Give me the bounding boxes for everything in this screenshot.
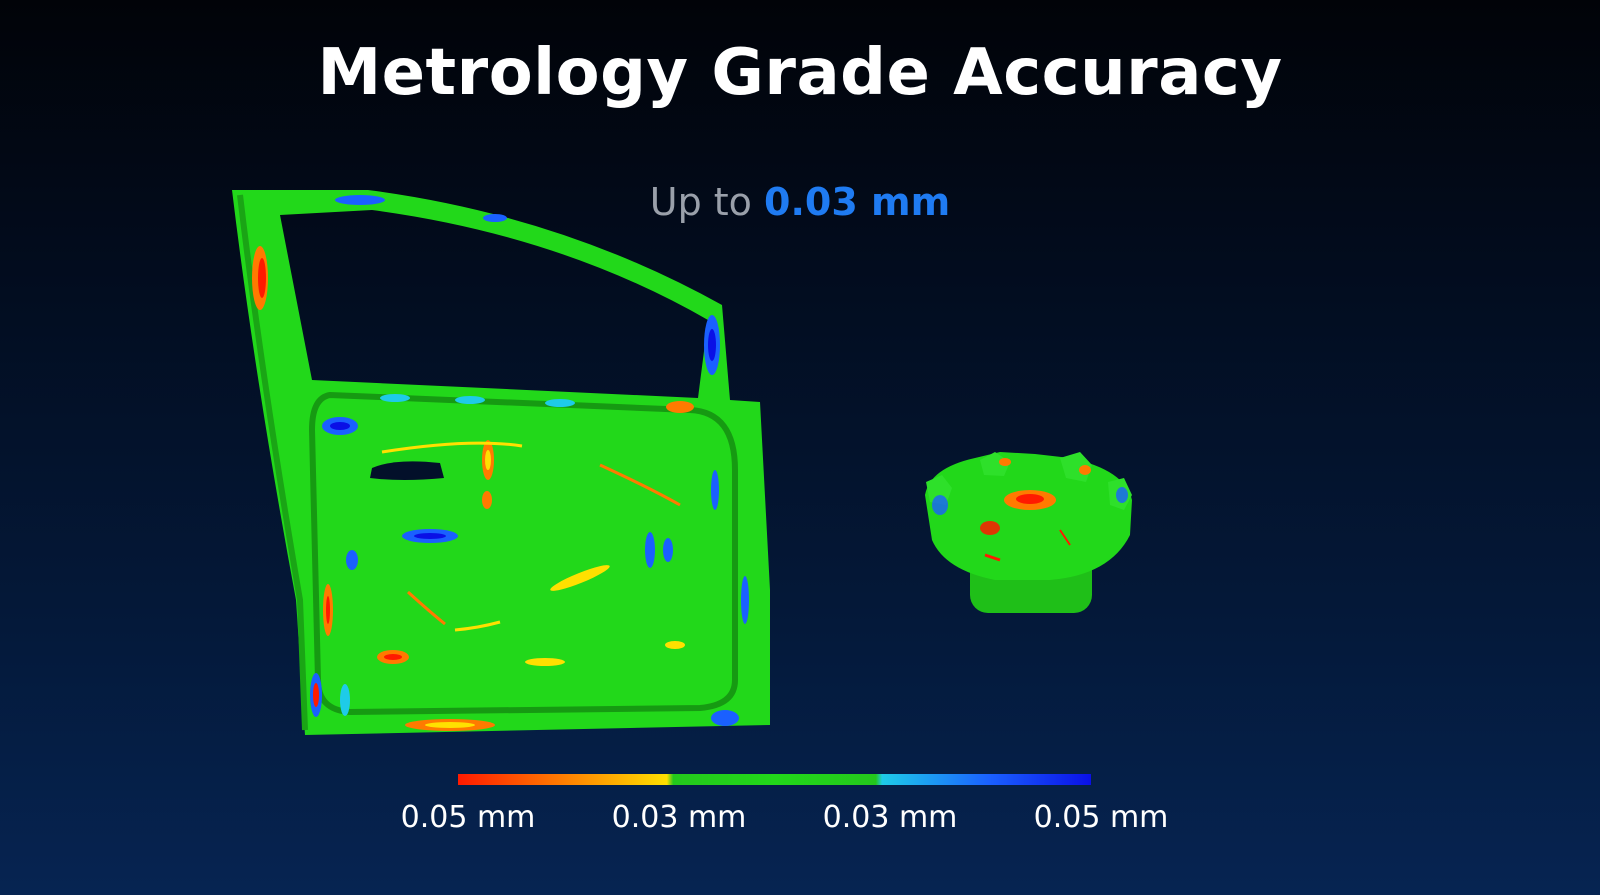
- car-door-scan: [232, 190, 770, 735]
- deviation-color-scale: [458, 774, 1091, 785]
- legend-label-positive-min: 0.03 mm: [822, 800, 958, 835]
- legend-label-positive-max: 0.05 mm: [1033, 800, 1169, 835]
- machined-part-scan: [925, 452, 1132, 613]
- legend-label-negative-max: 0.05 mm: [400, 800, 536, 835]
- slide-title: Metrology Grade Accuracy: [317, 36, 1283, 110]
- subtitle-prefix: Up to: [649, 180, 752, 224]
- accuracy-subtitle: Up to 0.03 mm: [0, 180, 1600, 224]
- legend-label-negative-min: 0.03 mm: [611, 800, 747, 835]
- accuracy-value: 0.03 mm: [764, 180, 951, 224]
